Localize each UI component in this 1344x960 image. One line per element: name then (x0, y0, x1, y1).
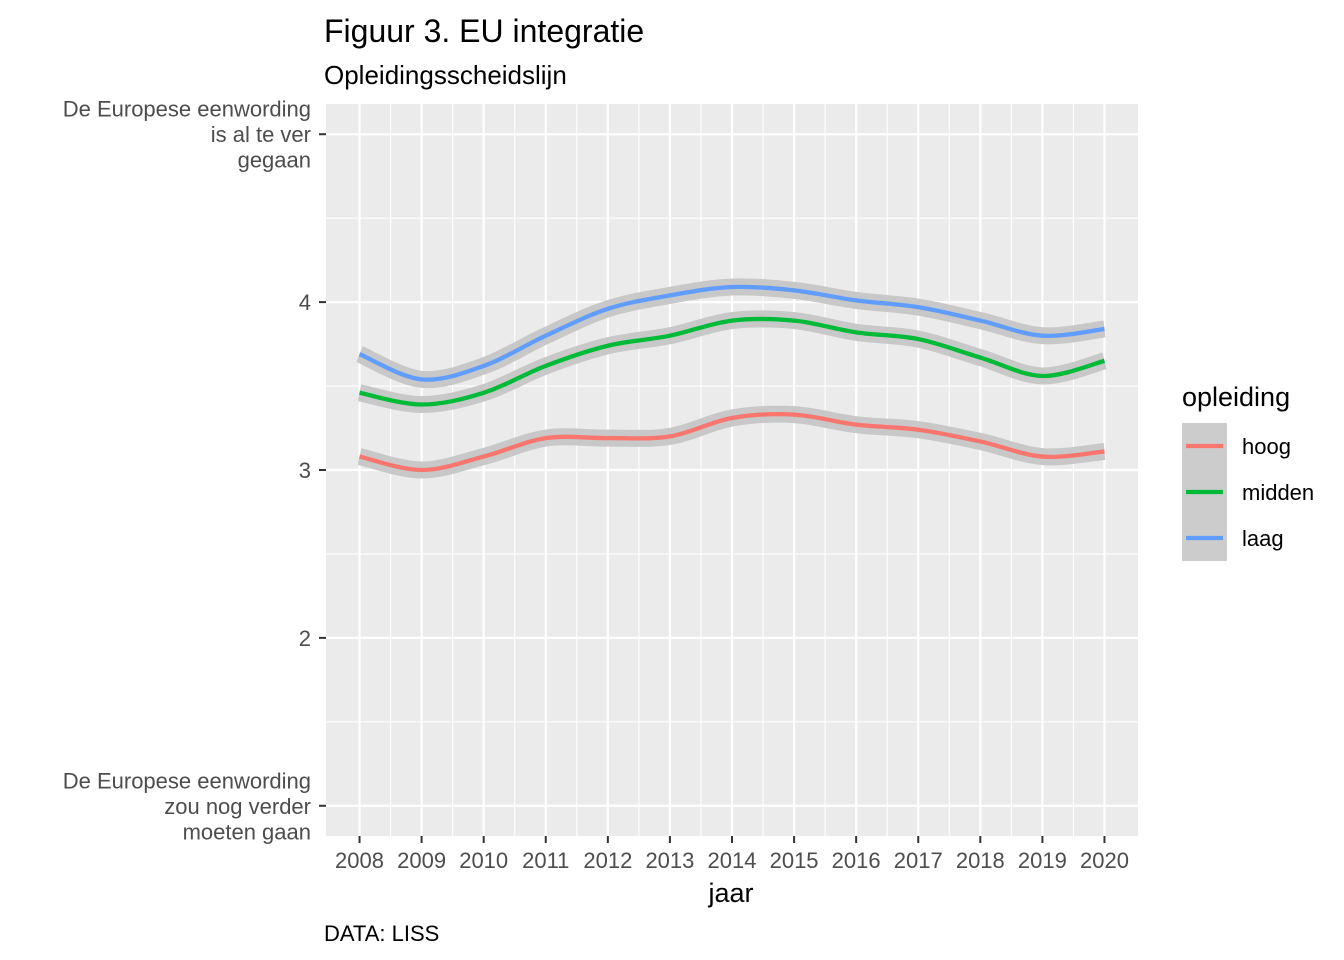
x-tick-label: 2020 (1080, 848, 1129, 873)
x-tick-label: 2017 (894, 848, 943, 873)
x-tick-label: 2016 (832, 848, 881, 873)
x-tick-label: 2015 (770, 848, 819, 873)
x-tick-label: 2014 (708, 848, 757, 873)
y-tick-label: 4 (299, 290, 311, 315)
x-tick-label: 2011 (522, 848, 569, 873)
legend-label-hoog: hoog (1242, 434, 1291, 459)
x-tick-label: 2019 (1018, 848, 1067, 873)
caption: DATA: LISS (324, 921, 439, 946)
y-axis: De Europese eenwording is al te ver gegaan… (63, 97, 326, 844)
grid (326, 104, 1138, 836)
y-tick-label-line: zou nog verder (164, 794, 311, 819)
series-lines (358, 284, 1106, 473)
y-tick-label-line: De Europese eenwording (63, 768, 311, 793)
legend-label-midden: midden (1242, 480, 1314, 505)
y-tick-label-line: is al te ver (211, 122, 311, 147)
legend-label-laag: laag (1242, 526, 1284, 551)
x-axis-title: jaar (707, 878, 753, 908)
x-tick-label: 2012 (583, 848, 632, 873)
x-tick-label: 2013 (645, 848, 694, 873)
y-tick-label: 3 (299, 458, 311, 483)
series-line-hoog (359, 411, 1105, 473)
x-tick-label: 2010 (459, 848, 508, 873)
y-tick-label-line: 2 (299, 626, 311, 651)
y-tick-label-line: gegaan (238, 148, 311, 173)
x-axis: 2008 2009 2010 2011 2012 2013 2014 2015 2016 2017… (335, 836, 1129, 873)
x-tick-label: 2018 (956, 848, 1005, 873)
y-tick-label: De Europese eenwording is al te ver gegaan (63, 97, 311, 173)
y-tick-label-line: 4 (299, 290, 311, 315)
chart-title: Figuur 3. EU integratie (324, 13, 644, 49)
legend-title: opleiding (1182, 382, 1290, 412)
x-tick-label: 2009 (397, 848, 446, 873)
series-line-midden (359, 316, 1106, 407)
y-tick-label-line: 3 (299, 458, 311, 483)
y-tick-label: 2 (299, 626, 311, 651)
y-tick-label-line: moeten gaan (183, 819, 311, 844)
legend: opleiding hoog midden laag (1182, 382, 1314, 561)
chart-subtitle: Opleidingsscheidslijn (324, 60, 567, 90)
x-tick-label: 2008 (335, 848, 384, 873)
y-tick-label: De Europese eenwording zou nog verder moet… (63, 768, 311, 844)
series-line-laag (358, 284, 1105, 382)
y-tick-label-line: De Europese eenwording (63, 97, 311, 122)
